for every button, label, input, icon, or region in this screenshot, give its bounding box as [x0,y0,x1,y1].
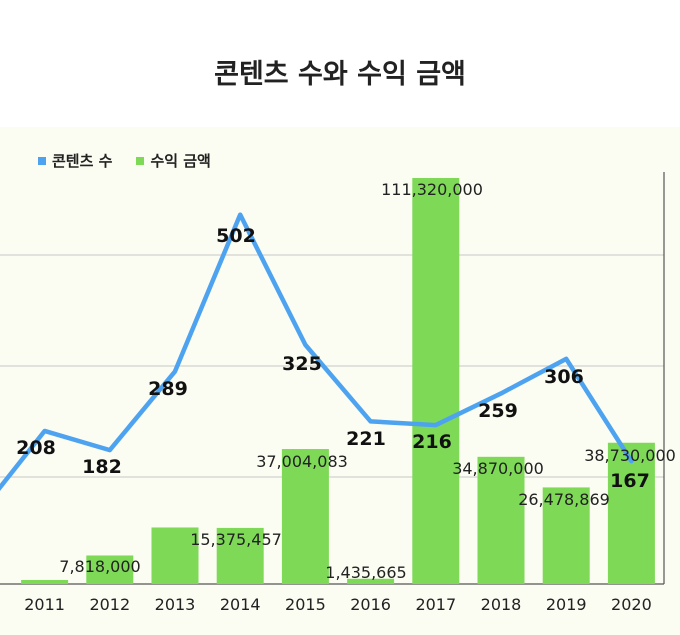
legend: 콘텐츠 수 수익 금액 [38,150,211,171]
line-label-2016: 221 [346,428,386,450]
legend-item-content-count: 콘텐츠 수 [38,150,112,171]
bar-label-2017: 111,320,000 [381,180,483,199]
x-tick-2017: 2017 [415,595,456,614]
line-content-count [0,212,634,492]
bar-2013 [151,527,199,584]
bar-label-2020: 38,730,000 [584,446,676,465]
line-label-2015: 325 [282,353,322,375]
legend-swatch-content-count [38,156,46,165]
bar-2015 [281,449,329,584]
bar-2017 [412,178,460,584]
line-label-2014: 502 [216,225,256,247]
bar-2012 [86,555,134,584]
x-tick-2016: 2016 [350,595,391,614]
bar-label-2019: 26,478,869 [518,490,610,509]
chart-title: 콘텐츠 수와 수익 금액 [214,59,466,90]
line-label-2017: 216 [412,431,452,453]
line-label-2013: 289 [148,378,188,400]
bar-label-2016: 1,435,665 [325,563,406,582]
line-label-2012: 182 [82,456,122,478]
line-label-2019: 306 [544,366,584,388]
legend-swatch-revenue [136,156,145,165]
bar-2014 [216,527,264,584]
legend-label-content-count: 콘텐츠 수 [52,152,113,170]
x-tick-2019: 2019 [546,595,587,614]
x-tick-2013: 2013 [155,595,196,614]
line-label-2020: 167 [610,470,650,492]
line-label-2018: 259 [478,400,518,422]
legend-item-revenue: 수익 금액 [136,150,211,171]
bar-2011 [21,579,69,584]
x-tick-2015: 2015 [285,595,326,614]
x-tick-2011: 2011 [24,595,65,614]
x-tick-2012: 2012 [89,595,130,614]
x-tick-2020: 2020 [611,595,652,614]
bar-label-2014: 15,375,457 [190,530,282,549]
bar-2020 [607,442,655,584]
bar-2019 [542,487,590,584]
bar-2018 [477,456,525,584]
bar-label-2015: 37,004,083 [256,452,348,471]
line-label-2011: 208 [16,437,56,459]
bar-label-2018: 34,870,000 [452,459,544,478]
bar-2016 [347,578,395,584]
x-tick-2014: 2014 [220,595,261,614]
x-tick-2018: 2018 [481,595,522,614]
bar-label-2012: 7,818,000 [59,557,140,576]
legend-label-revenue: 수익 금액 [150,152,211,170]
